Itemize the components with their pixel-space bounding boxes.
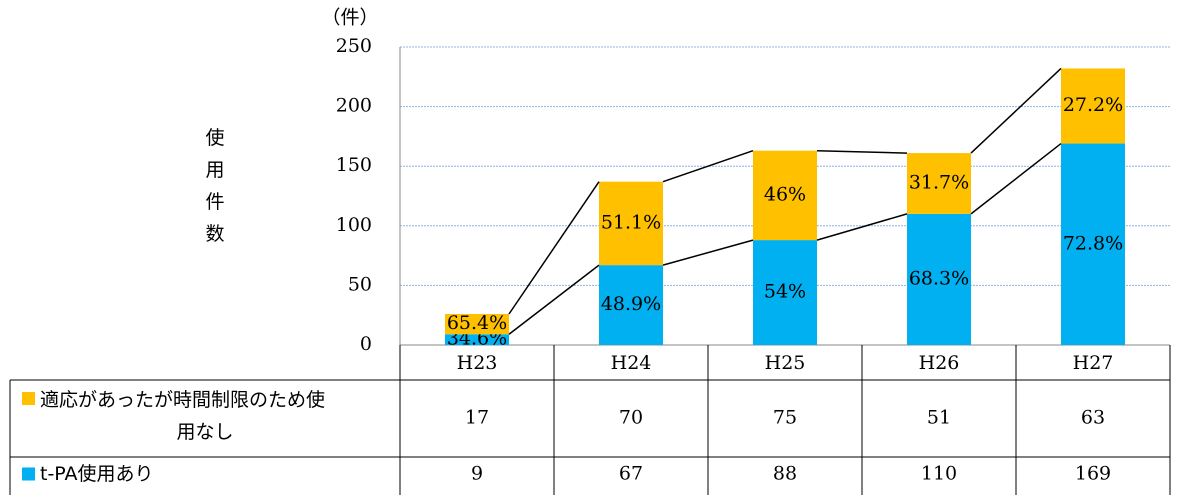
series-line xyxy=(508,264,600,335)
data-label: 51.1% xyxy=(601,211,661,233)
table-cell: 169 xyxy=(1075,463,1111,485)
bar-segment xyxy=(599,181,663,266)
y-axis-label: 使用件数 xyxy=(205,127,224,245)
y-tick-label: 50 xyxy=(348,273,372,295)
series-line xyxy=(816,149,908,154)
bar-segment xyxy=(599,265,663,345)
table-cell: 110 xyxy=(921,463,957,485)
legend-swatch xyxy=(22,467,35,481)
series-line xyxy=(662,149,754,183)
table-cell: 51 xyxy=(927,407,951,429)
y-tick-label: 200 xyxy=(336,95,372,117)
series-line xyxy=(970,142,1062,215)
x-tick-label: H25 xyxy=(765,352,806,374)
data-label: 68.3% xyxy=(909,267,969,289)
legend-swatch xyxy=(22,392,35,405)
bar-segment xyxy=(445,314,509,335)
y-tick-label: 150 xyxy=(336,154,372,176)
table-cell: 88 xyxy=(773,463,797,485)
y-tick-label: 0 xyxy=(360,333,372,355)
bar-segment xyxy=(1061,143,1125,345)
table-cell: 75 xyxy=(773,407,797,429)
table-cell: 70 xyxy=(619,407,643,429)
x-tick-label: H24 xyxy=(611,352,652,374)
bar-segment xyxy=(753,240,817,345)
data-label: 72.8% xyxy=(1063,232,1123,254)
table-cell: 63 xyxy=(1081,407,1105,429)
x-tick-label: H23 xyxy=(457,352,498,374)
data-label: 54% xyxy=(764,281,806,303)
series-line xyxy=(508,181,600,315)
bar-segment xyxy=(907,213,971,345)
series-line xyxy=(662,239,754,266)
bar-segment xyxy=(907,153,971,214)
bar-segment xyxy=(753,150,817,241)
data-label: 31.7% xyxy=(909,171,969,193)
table-cell: 9 xyxy=(471,463,483,485)
data-label: 27.2% xyxy=(1063,94,1123,116)
data-label: 65.4% xyxy=(447,312,507,334)
data-label: 48.9% xyxy=(601,293,661,315)
y-tick-label: 250 xyxy=(336,35,372,57)
legend-label: t-PA使用あり xyxy=(40,463,154,485)
bar-segment xyxy=(445,334,509,345)
series-line xyxy=(816,213,908,241)
y-unit: （件） xyxy=(321,7,378,29)
x-tick-label: H27 xyxy=(1073,352,1114,374)
data-label: 46% xyxy=(764,183,806,205)
bar-segment xyxy=(1061,68,1125,144)
table-cell: 67 xyxy=(619,463,643,485)
legend-label: 適応があったが時間制限のため使用なし xyxy=(40,389,325,443)
y-tick-label: 100 xyxy=(336,214,372,236)
series-line xyxy=(970,67,1062,154)
table-cell: 17 xyxy=(465,407,489,429)
x-tick-label: H26 xyxy=(919,352,960,374)
